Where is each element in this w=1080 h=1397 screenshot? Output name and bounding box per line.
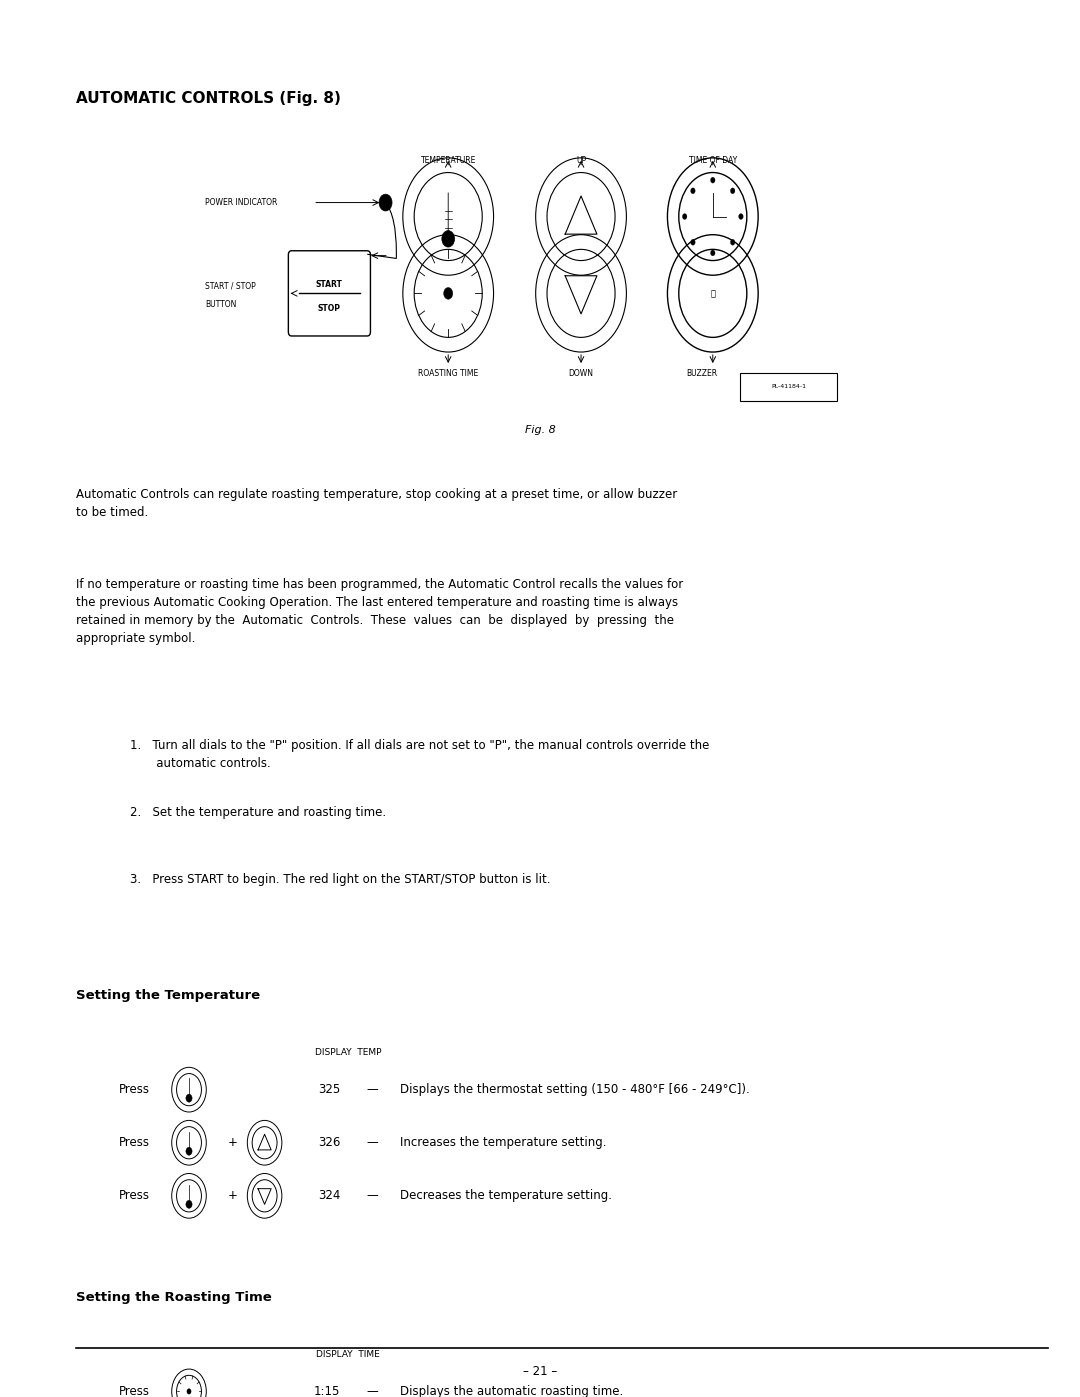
Text: BUTTON: BUTTON bbox=[205, 300, 237, 309]
Text: Increases the temperature setting.: Increases the temperature setting. bbox=[400, 1136, 606, 1150]
Circle shape bbox=[739, 214, 743, 219]
Text: UP: UP bbox=[576, 156, 586, 165]
Text: 2.   Set the temperature and roasting time.: 2. Set the temperature and roasting time… bbox=[130, 806, 386, 819]
Text: ROASTING TIME: ROASTING TIME bbox=[418, 369, 478, 377]
Text: +: + bbox=[227, 1136, 238, 1150]
Text: TIME OF DAY: TIME OF DAY bbox=[689, 156, 737, 165]
Text: BUZZER: BUZZER bbox=[686, 369, 717, 377]
Text: Displays the automatic roasting time.: Displays the automatic roasting time. bbox=[400, 1384, 623, 1397]
Text: Decreases the temperature setting.: Decreases the temperature setting. bbox=[400, 1189, 611, 1203]
Circle shape bbox=[711, 177, 715, 183]
Circle shape bbox=[730, 187, 735, 194]
Text: – 21 –: – 21 – bbox=[523, 1365, 557, 1379]
Text: 325: 325 bbox=[318, 1083, 340, 1097]
Text: +: + bbox=[227, 1189, 238, 1203]
Text: START: START bbox=[316, 279, 342, 289]
Text: TEMPERATURE: TEMPERATURE bbox=[420, 156, 476, 165]
Text: Press: Press bbox=[119, 1189, 150, 1203]
Text: —: — bbox=[367, 1136, 378, 1150]
Text: AUTOMATIC CONTROLS (Fig. 8): AUTOMATIC CONTROLS (Fig. 8) bbox=[76, 91, 340, 106]
Text: 1.   Turn all dials to the "P" position. If all dials are not set to "P", the ma: 1. Turn all dials to the "P" position. I… bbox=[130, 739, 708, 770]
Text: Displays the thermostat setting (150 - 480°F [66 - 249°C]).: Displays the thermostat setting (150 - 4… bbox=[400, 1083, 750, 1097]
Circle shape bbox=[379, 194, 392, 211]
Text: DISPLAY  TEMP: DISPLAY TEMP bbox=[315, 1048, 381, 1056]
Text: Setting the Temperature: Setting the Temperature bbox=[76, 989, 259, 1002]
Text: POWER INDICATOR: POWER INDICATOR bbox=[205, 198, 278, 207]
Text: DOWN: DOWN bbox=[568, 369, 594, 377]
Circle shape bbox=[186, 1147, 192, 1155]
Circle shape bbox=[186, 1200, 192, 1208]
Text: 1:15: 1:15 bbox=[314, 1384, 340, 1397]
Circle shape bbox=[442, 231, 455, 247]
Circle shape bbox=[444, 288, 453, 299]
Text: DISPLAY  TIME: DISPLAY TIME bbox=[316, 1350, 380, 1358]
Circle shape bbox=[690, 239, 696, 246]
Circle shape bbox=[690, 187, 696, 194]
Text: Setting the Roasting Time: Setting the Roasting Time bbox=[76, 1291, 271, 1303]
Text: START / STOP: START / STOP bbox=[205, 282, 256, 291]
Circle shape bbox=[730, 239, 735, 246]
Text: STOP: STOP bbox=[318, 305, 341, 313]
Text: Automatic Controls can regulate roasting temperature, stop cooking at a preset t: Automatic Controls can regulate roasting… bbox=[76, 488, 677, 518]
Text: 🔇: 🔇 bbox=[711, 289, 715, 298]
Text: —: — bbox=[367, 1189, 378, 1203]
Circle shape bbox=[187, 1389, 191, 1394]
Circle shape bbox=[186, 1094, 192, 1102]
Text: —: — bbox=[367, 1083, 378, 1097]
Text: Press: Press bbox=[119, 1136, 150, 1150]
Text: If no temperature or roasting time has been programmed, the Automatic Control re: If no temperature or roasting time has b… bbox=[76, 578, 683, 645]
Text: —: — bbox=[367, 1384, 378, 1397]
Circle shape bbox=[711, 250, 715, 256]
Text: 3.   Press START to begin. The red light on the START/STOP button is lit.: 3. Press START to begin. The red light o… bbox=[130, 873, 550, 886]
Text: 324: 324 bbox=[318, 1189, 340, 1203]
Text: Press: Press bbox=[119, 1083, 150, 1097]
Circle shape bbox=[683, 214, 687, 219]
Text: Fig. 8: Fig. 8 bbox=[525, 425, 555, 434]
Text: Press: Press bbox=[119, 1384, 150, 1397]
Text: PL-41184-1: PL-41184-1 bbox=[771, 384, 806, 390]
Text: 326: 326 bbox=[318, 1136, 340, 1150]
